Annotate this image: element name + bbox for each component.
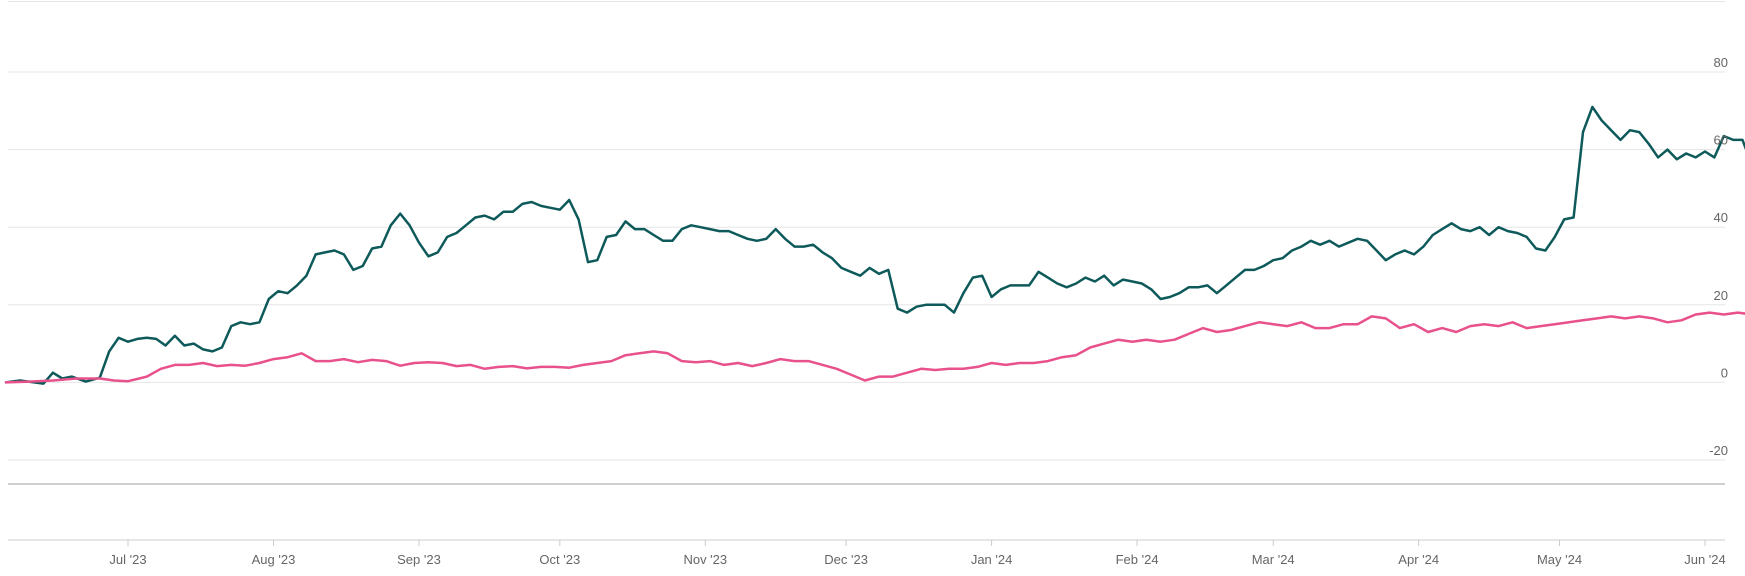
x-axis: Jul '23 Aug '23 Sep '23 Oct '23 Nov '23 Dec '…	[8, 539, 1726, 567]
x-tick-label: Sep '23	[397, 552, 441, 567]
x-tick-label: Nov '23	[683, 552, 727, 567]
y-tick-label: 40	[1714, 210, 1728, 225]
y-tick-label: 60	[1714, 133, 1728, 148]
x-tick-label: Apr '24	[1398, 552, 1439, 567]
x-tick-label: May '24	[1537, 552, 1582, 567]
x-tick-label: Feb '24	[1116, 552, 1159, 567]
x-tick-label: Oct '23	[539, 552, 580, 567]
x-tick-label: Jul '23	[109, 552, 146, 567]
x-tick-label: Mar '24	[1252, 552, 1295, 567]
y-tick-label: 0	[1721, 365, 1728, 380]
series-line-2	[4, 311, 1745, 384]
series-line-1	[4, 105, 1745, 385]
y-tick-label: -20	[1709, 443, 1728, 458]
series-lines	[4, 105, 1745, 385]
x-tick-label: Jun '24	[1684, 552, 1726, 567]
x-tick-label: Aug '23	[252, 552, 296, 567]
gridlines	[8, 1, 1725, 485]
x-tick-label: Jan '24	[971, 552, 1013, 567]
y-axis: 80 60 40 20 0 -20	[1709, 55, 1728, 458]
x-tick-label: Dec '23	[824, 552, 868, 567]
y-tick-label: 20	[1714, 288, 1728, 303]
y-tick-label: 80	[1714, 55, 1728, 70]
